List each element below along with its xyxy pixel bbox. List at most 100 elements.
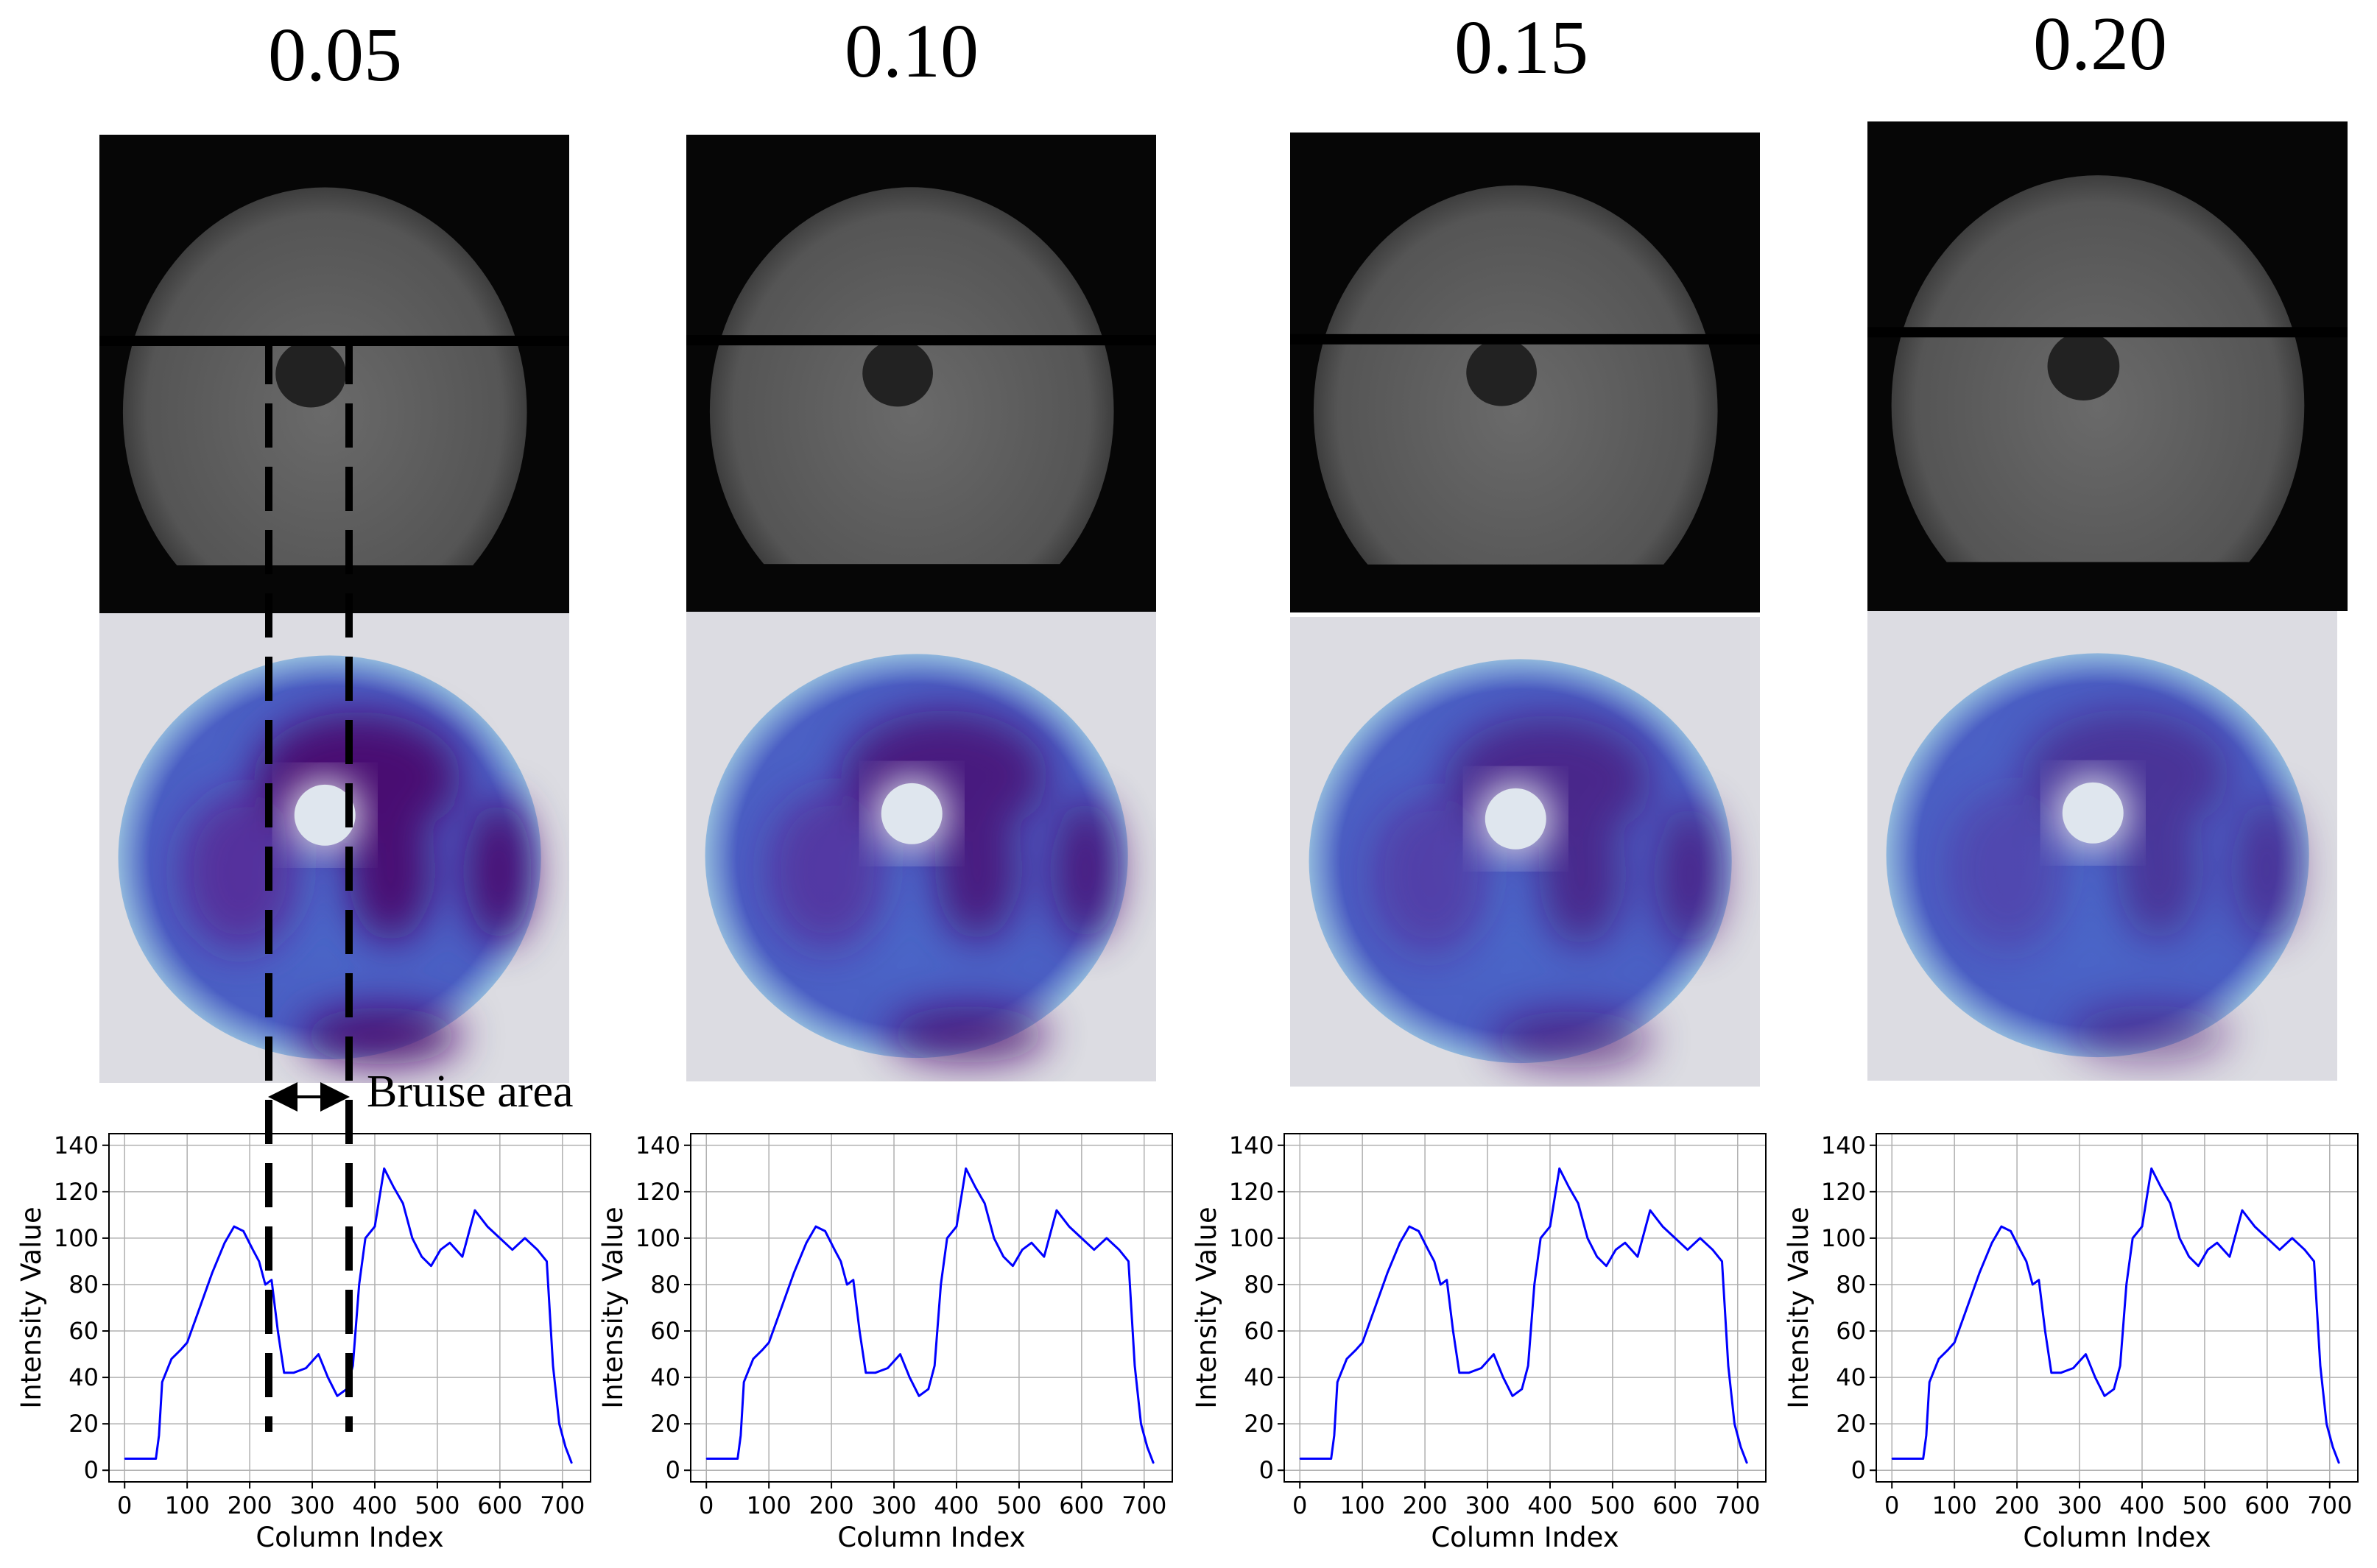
colormap-image-svg <box>1309 659 1732 1068</box>
x-tick-label: 100 <box>1932 1491 1977 1519</box>
data-point <box>211 1272 213 1274</box>
data-point <box>258 1260 260 1262</box>
colormap-panel-2 <box>1290 617 1760 1087</box>
profile-line <box>1867 327 2348 338</box>
data-point <box>815 1226 817 1227</box>
data-point <box>859 1330 860 1332</box>
data-point <box>946 1237 948 1239</box>
data-point <box>1534 1284 1535 1285</box>
x-tick-label: 400 <box>2119 1491 2164 1519</box>
y-tick-label: 80 <box>68 1271 99 1299</box>
colormap-panel-3 <box>1867 611 2337 1081</box>
y-tick-label: 0 <box>666 1456 680 1484</box>
data-point <box>768 1342 770 1343</box>
data-point <box>1549 1226 1551 1227</box>
x-tick-label: 700 <box>1715 1491 1760 1519</box>
data-point <box>1687 1249 1688 1251</box>
data-point <box>233 1226 235 1227</box>
bruise-spot <box>862 339 933 407</box>
x-tick-label: 300 <box>289 1491 334 1519</box>
y-tick-label: 20 <box>68 1410 99 1438</box>
y-tick-label: 140 <box>635 1131 680 1159</box>
data-point <box>124 1458 125 1460</box>
y-axis-label: Intensity Value <box>597 1207 629 1408</box>
data-point <box>155 1458 157 1460</box>
y-tick-label: 40 <box>68 1363 99 1391</box>
data-point <box>1127 1260 1130 1262</box>
x-tick-label: 200 <box>228 1491 272 1519</box>
x-tick-label: 400 <box>352 1491 397 1519</box>
data-point <box>264 1284 266 1285</box>
plot-frame <box>690 1133 1173 1483</box>
data-point <box>512 1249 513 1251</box>
y-tick-label: 80 <box>650 1271 680 1299</box>
data-point <box>887 1367 889 1369</box>
data-point <box>1954 1342 1955 1343</box>
data-point <box>499 1237 501 1239</box>
y-tick-label: 20 <box>650 1410 680 1438</box>
x-tick-label: 700 <box>2307 1491 2352 1519</box>
data-point <box>2179 1237 2180 1239</box>
y-tick-label: 100 <box>1821 1224 1866 1252</box>
data-point <box>317 1353 320 1355</box>
y-tick-label: 40 <box>650 1363 680 1391</box>
y-tick-label: 40 <box>1836 1363 1866 1391</box>
data-point <box>2279 1249 2281 1251</box>
y-tick-label: 60 <box>650 1317 680 1345</box>
data-point <box>834 1249 835 1251</box>
data-point <box>430 1265 432 1267</box>
data-point <box>243 1230 244 1232</box>
data-point <box>186 1342 188 1343</box>
x-tick-label: 100 <box>747 1491 792 1519</box>
grayscale-image-svg <box>686 187 1156 612</box>
x-tick-label: 0 <box>1292 1491 1307 1519</box>
intensity-plot-1: 0 100 200 300 400 500 600 700 0 20 40 60 80 100 120 140… <box>582 1112 1178 1564</box>
data-point <box>2197 1265 2200 1267</box>
data-point <box>1346 1358 1348 1360</box>
plot-frame <box>1283 1133 1767 1483</box>
bruise-spot <box>1466 339 1537 406</box>
data-point <box>2254 1226 2255 1227</box>
x-tick-label: 100 <box>165 1491 210 1519</box>
data-point <box>1502 1377 1504 1378</box>
intensity-series-line <box>706 1167 1155 1464</box>
colormap-panel-0 <box>99 613 569 1083</box>
data-point <box>2010 1230 2012 1232</box>
y-tick-label: 120 <box>1229 1178 1274 1206</box>
grayscale-panel-3 <box>1867 121 2348 611</box>
data-point <box>2304 1249 2306 1251</box>
data-point <box>1559 1168 1560 1169</box>
data-point <box>1106 1237 1107 1239</box>
data-point <box>524 1237 526 1239</box>
data-point <box>271 1279 272 1281</box>
data-point <box>1056 1209 1057 1211</box>
data-point <box>2141 1226 2143 1227</box>
x-tick-label: 200 <box>1403 1491 1448 1519</box>
x-tick-label: 0 <box>699 1491 714 1519</box>
bruise-spot <box>275 340 346 408</box>
x-tick-label: 700 <box>1121 1491 1166 1519</box>
x-tick-label: 700 <box>540 1491 585 1519</box>
data-point <box>2019 1249 2021 1251</box>
data-point <box>2126 1284 2127 1285</box>
y-axis-label: Intensity Value <box>15 1207 47 1408</box>
data-point <box>546 1260 548 1262</box>
data-point <box>1662 1226 1663 1227</box>
y-tick-label: 120 <box>1821 1178 1866 1206</box>
data-point <box>846 1284 848 1285</box>
colormap-image-svg <box>1886 653 2309 1062</box>
grayscale-panel-2 <box>1290 133 1760 612</box>
profile-line <box>686 335 1156 346</box>
y-axis-label: Intensity Value <box>1191 1207 1222 1408</box>
y-tick-label: 120 <box>635 1178 680 1206</box>
y-tick-label: 140 <box>1229 1131 1274 1159</box>
bruise-area-label: Bruise area <box>367 1067 574 1117</box>
y-tick-label: 120 <box>54 1178 99 1206</box>
x-tick-label: 100 <box>1340 1491 1385 1519</box>
grayscale-image-svg <box>99 187 569 613</box>
data-point <box>2072 1367 2074 1369</box>
data-point <box>874 1372 876 1374</box>
data-point <box>2060 1372 2062 1374</box>
y-tick-label: 100 <box>54 1224 99 1252</box>
column-title-0: 0.05 <box>268 13 402 97</box>
